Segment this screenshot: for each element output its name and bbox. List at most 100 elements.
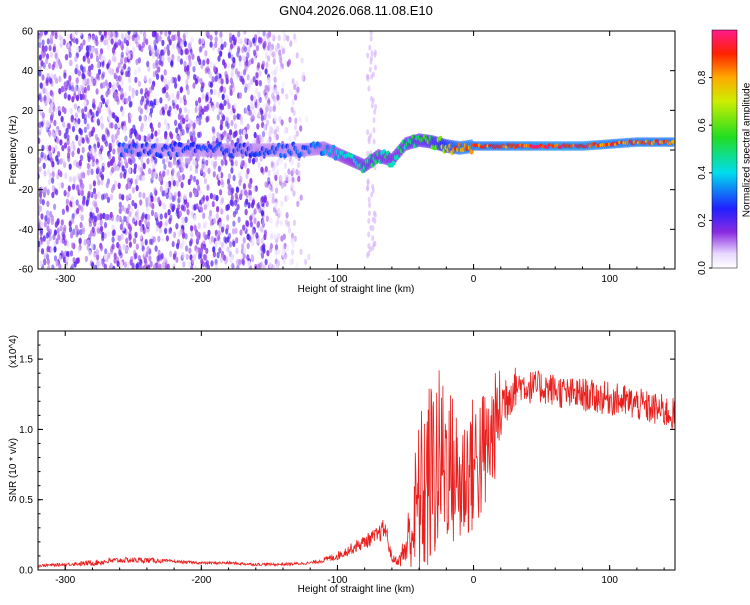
noise-speckle bbox=[180, 41, 184, 49]
noise-speckle bbox=[46, 258, 51, 265]
noise-speckle bbox=[208, 104, 212, 112]
noise-speckle bbox=[181, 216, 185, 224]
noise-speckle bbox=[256, 263, 260, 269]
noise-speckle bbox=[226, 203, 230, 211]
noise-speckle bbox=[201, 37, 205, 45]
noise-speckle bbox=[227, 62, 231, 69]
signal-point bbox=[671, 140, 675, 144]
noise-speckle bbox=[164, 221, 168, 228]
noise-speckle bbox=[222, 114, 226, 122]
noise-speckle bbox=[173, 191, 178, 199]
noise-speckle bbox=[85, 134, 89, 141]
x-tick-label: -300 bbox=[55, 274, 75, 285]
noise-speckle bbox=[147, 214, 151, 221]
noise-speckle bbox=[177, 197, 181, 204]
noise-speckle bbox=[77, 172, 81, 180]
noise-speckle bbox=[188, 247, 192, 254]
noise-speckle bbox=[81, 146, 85, 154]
noise-speckle bbox=[239, 115, 243, 122]
noise-speckle bbox=[90, 168, 94, 175]
noise-speckle bbox=[79, 221, 83, 229]
noise-speckle bbox=[148, 136, 152, 143]
noise-speckle bbox=[99, 48, 104, 55]
noise-speckle bbox=[173, 34, 177, 41]
noise-speckle bbox=[201, 93, 205, 100]
noise-speckle bbox=[68, 226, 73, 233]
noise-speckle bbox=[127, 34, 131, 41]
noise-speckle bbox=[116, 165, 120, 172]
noise-speckle bbox=[106, 130, 111, 138]
noise-speckle bbox=[62, 227, 66, 234]
noise-speckle bbox=[96, 173, 100, 181]
noise-speckle bbox=[366, 52, 370, 59]
noise-speckle bbox=[157, 129, 161, 136]
noise-speckle bbox=[264, 111, 268, 118]
noise-speckle bbox=[167, 209, 171, 216]
noise-speckle bbox=[73, 261, 77, 268]
noise-speckle bbox=[134, 202, 138, 209]
noise-speckle bbox=[194, 167, 198, 174]
noise-speckle bbox=[133, 69, 137, 76]
noise-speckle bbox=[218, 221, 222, 229]
noise-speckle bbox=[97, 101, 102, 109]
noise-speckle bbox=[219, 124, 223, 131]
noise-speckle bbox=[103, 263, 107, 269]
noise-speckle bbox=[125, 39, 130, 47]
noise-speckle bbox=[115, 75, 119, 82]
noise-speckle bbox=[290, 181, 294, 189]
noise-speckle bbox=[177, 47, 181, 55]
noise-speckle bbox=[113, 91, 117, 98]
noise-speckle bbox=[293, 235, 297, 242]
noise-speckle bbox=[224, 237, 228, 244]
noise-speckle bbox=[91, 33, 95, 40]
noise-speckle bbox=[151, 31, 155, 38]
x-tick-label: -200 bbox=[191, 575, 211, 586]
noise-speckle bbox=[239, 38, 243, 45]
noise-speckle bbox=[213, 66, 217, 73]
noise-speckle bbox=[62, 38, 66, 46]
noise-speckle bbox=[127, 52, 131, 60]
noise-speckle bbox=[234, 68, 238, 75]
noise-speckle bbox=[121, 194, 125, 201]
noise-speckle bbox=[38, 166, 42, 173]
noise-speckle bbox=[153, 195, 157, 203]
noise-speckle bbox=[40, 213, 44, 220]
noise-speckle bbox=[110, 38, 114, 45]
noise-speckle bbox=[140, 215, 144, 222]
noise-speckle bbox=[75, 38, 79, 45]
noise-speckle bbox=[108, 153, 112, 160]
noise-speckle bbox=[123, 215, 127, 222]
noise-speckle bbox=[190, 231, 194, 238]
noise-speckle bbox=[290, 249, 295, 256]
noise-speckle bbox=[128, 167, 132, 174]
noise-speckle bbox=[124, 135, 128, 142]
noise-speckle bbox=[248, 195, 252, 202]
noise-speckle bbox=[51, 264, 55, 269]
noise-speckle bbox=[177, 75, 181, 82]
noise-speckle bbox=[135, 263, 139, 269]
noise-speckle bbox=[125, 245, 129, 253]
noise-speckle bbox=[270, 70, 275, 77]
x-tick-label: 0 bbox=[471, 575, 477, 586]
noise-speckle bbox=[189, 238, 193, 245]
noise-speckle bbox=[217, 165, 221, 172]
noise-speckle bbox=[209, 192, 213, 200]
noise-speckle bbox=[122, 125, 126, 132]
noise-speckle bbox=[157, 121, 161, 129]
noise-speckle bbox=[86, 169, 90, 176]
noise-speckle bbox=[176, 43, 180, 50]
noise-speckle bbox=[80, 214, 84, 222]
noise-speckle bbox=[80, 154, 84, 162]
noise-speckle bbox=[94, 264, 98, 269]
noise-speckle bbox=[119, 172, 123, 179]
noise-speckle bbox=[155, 99, 159, 106]
noise-speckle bbox=[265, 200, 269, 208]
noise-speckle bbox=[286, 221, 290, 228]
noise-speckle bbox=[70, 142, 74, 150]
noise-speckle bbox=[299, 248, 303, 255]
noise-speckle bbox=[269, 45, 273, 52]
noise-speckle bbox=[259, 261, 263, 269]
noise-speckle bbox=[71, 96, 75, 103]
noise-speckle bbox=[369, 58, 373, 65]
noise-speckle bbox=[219, 86, 223, 94]
